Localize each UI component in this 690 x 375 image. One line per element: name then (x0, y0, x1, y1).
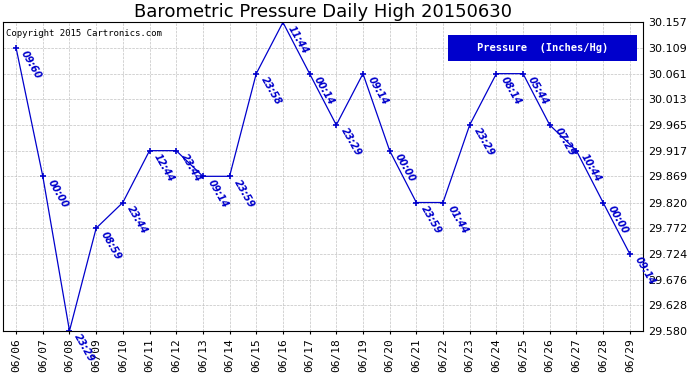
Text: 09:14: 09:14 (206, 178, 230, 210)
Text: 12:44: 12:44 (152, 152, 177, 184)
Text: 23:59: 23:59 (419, 204, 443, 236)
Text: 08:59: 08:59 (99, 230, 123, 261)
Text: 23:59: 23:59 (233, 178, 257, 210)
Text: 10:44: 10:44 (579, 152, 603, 184)
Text: 07:29: 07:29 (553, 126, 577, 158)
Text: 00:00: 00:00 (46, 178, 70, 210)
Text: 23:44: 23:44 (179, 152, 203, 184)
Text: 23:29: 23:29 (339, 126, 363, 158)
Text: 08:14: 08:14 (499, 75, 523, 107)
Title: Barometric Pressure Daily High 20150630: Barometric Pressure Daily High 20150630 (134, 3, 512, 21)
Text: 11:44: 11:44 (286, 24, 310, 56)
Text: 09:14: 09:14 (366, 75, 390, 107)
Text: 23:29: 23:29 (473, 126, 497, 158)
Text: 00:00: 00:00 (606, 204, 630, 236)
Text: 23:44: 23:44 (126, 204, 150, 236)
Text: 01:44: 01:44 (446, 204, 470, 236)
Text: 00:00: 00:00 (393, 152, 417, 184)
Text: Copyright 2015 Cartronics.com: Copyright 2015 Cartronics.com (6, 28, 162, 38)
Text: 00:14: 00:14 (313, 75, 337, 107)
Text: 23:58: 23:58 (259, 75, 283, 107)
Text: 05:44: 05:44 (526, 75, 550, 107)
Text: 09:14: 09:14 (633, 255, 657, 287)
Text: 09:60: 09:60 (19, 50, 43, 81)
Text: 23:29: 23:29 (72, 332, 97, 364)
